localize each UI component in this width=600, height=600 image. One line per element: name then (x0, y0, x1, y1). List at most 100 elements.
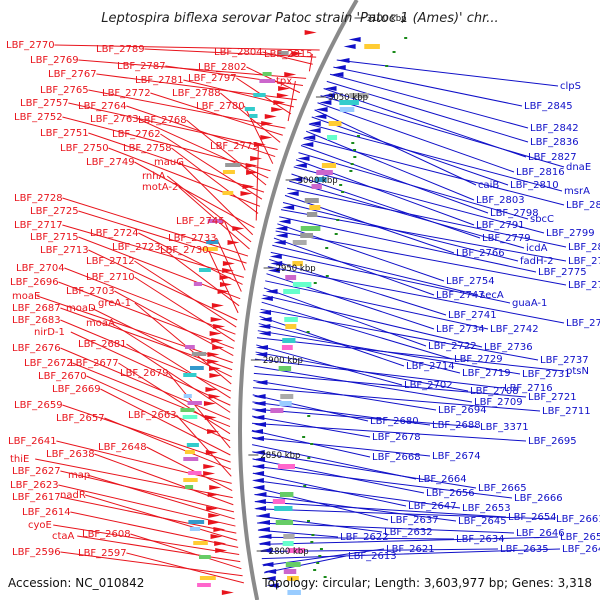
feature-dot (313, 569, 317, 571)
feature-block (349, 93, 369, 98)
reverse-gene (263, 576, 276, 581)
gene-label: LBF_2717 (14, 220, 63, 231)
forward-gene (207, 429, 220, 434)
gene-label: LBF_2776 (568, 280, 600, 291)
left-label-leader (150, 92, 283, 136)
left-label-leader (138, 118, 269, 179)
reverse-gene (264, 569, 277, 574)
reverse-gene (257, 527, 270, 532)
gene-label: LBF_2770 (6, 40, 55, 51)
feature-dot (392, 51, 396, 53)
gene-label: LBF_2767 (48, 69, 97, 80)
forward-gene (213, 324, 226, 329)
reverse-gene (255, 352, 268, 357)
gene-label: LBF_2737 (540, 355, 589, 366)
gene-label: LBF_2816 (516, 167, 565, 178)
left-label-leader (87, 474, 235, 520)
gene-label: LBF_2708 (470, 386, 519, 397)
forward-gene (222, 261, 235, 266)
left-label-leader (78, 236, 241, 300)
feature-block (262, 72, 272, 76)
feature-block (244, 107, 255, 111)
gene-label: LBF_2650 (560, 532, 600, 543)
feature-block (270, 408, 284, 413)
reverse-gene (294, 163, 307, 168)
kbp-ticks: 3100 kbp 3050 kbp 3000 kbp 2950 kbp 2900 kbp… (248, 14, 407, 557)
gene-label: msrA (564, 186, 590, 197)
reverse-gene (303, 135, 316, 140)
reverse-gene (286, 191, 299, 196)
forward-gene (210, 317, 223, 322)
gene-label: LBF_2597 (78, 548, 127, 559)
right-label-leader (326, 80, 529, 143)
gene-label: LBF_2669 (52, 384, 101, 395)
left-label-leader (114, 290, 234, 356)
feature-block (225, 163, 241, 167)
feature-dot (336, 219, 340, 221)
accession-text: Accession: NC_010842 (8, 576, 144, 590)
gene-label: LBF_2613 (348, 551, 397, 562)
left-label-leader (168, 372, 231, 449)
feature-block (275, 520, 294, 525)
left-label-leader (62, 197, 249, 257)
gene-label: LBF_2695 (528, 436, 577, 447)
gene-label: LBF_2664 (418, 474, 467, 485)
gene-label: LBF_2721 (528, 392, 577, 403)
left-label-leader (223, 220, 246, 271)
gene-label: LBF_2788 (172, 88, 221, 99)
reverse-gene (252, 415, 265, 420)
reverse-gene (275, 226, 288, 231)
right-label-leader (308, 123, 563, 192)
feature-block (186, 443, 199, 447)
right-label-leader (298, 152, 529, 220)
left-label-leader (88, 249, 238, 321)
feature-dot (310, 541, 314, 543)
gene-label: LBF_2751 (40, 128, 89, 139)
gene-label: secA (480, 290, 504, 301)
gene-label: LBF_2800 (568, 242, 600, 253)
gene-label: LBF_2640 (562, 544, 600, 555)
gene-label: LBF_2668 (372, 452, 421, 463)
forward-gene (211, 303, 224, 308)
reverse-gene (255, 380, 268, 385)
gene-label: LBF_2845 (524, 101, 573, 112)
reverse-gene (252, 485, 265, 490)
feature-block (193, 282, 203, 286)
feature-dot (325, 275, 329, 277)
forward-gene (246, 170, 259, 175)
gene-label: thiE (10, 454, 29, 465)
reverse-gene (258, 331, 271, 336)
reverse-gene (269, 254, 282, 259)
feature-block (277, 464, 295, 469)
gene-label: LBF_2772 (102, 88, 151, 99)
feature-block (309, 205, 321, 210)
left-label-leader (146, 446, 233, 491)
gene-label: LBF_2787 (117, 61, 166, 72)
feature-block (285, 275, 297, 280)
feature-dot (349, 170, 353, 172)
feature-block (222, 170, 235, 174)
reverse-gene (319, 100, 332, 105)
gene-label: LBF_2762 (112, 129, 161, 140)
feature-block (339, 107, 355, 112)
right-label-leader (267, 266, 565, 324)
left-label-leader (54, 44, 320, 51)
feature-block (253, 93, 266, 97)
forward-gene (208, 366, 221, 371)
forward-gene (240, 191, 253, 196)
reverse-gene (275, 233, 288, 238)
left-label-leader (134, 260, 237, 328)
gene-label: LBF_2676 (12, 343, 61, 354)
feature-block (304, 198, 319, 203)
feature-block (191, 352, 207, 356)
feature-block (280, 394, 294, 399)
feature-dot (385, 65, 389, 67)
forward-gene (205, 450, 218, 455)
forward-gene (261, 121, 274, 126)
forward-gene (203, 471, 216, 476)
feature-dot (307, 457, 311, 459)
gene-label: LBF_2704 (16, 263, 65, 274)
right-label-leader (256, 344, 403, 386)
feature-block (283, 569, 297, 574)
feature-block (339, 100, 359, 105)
